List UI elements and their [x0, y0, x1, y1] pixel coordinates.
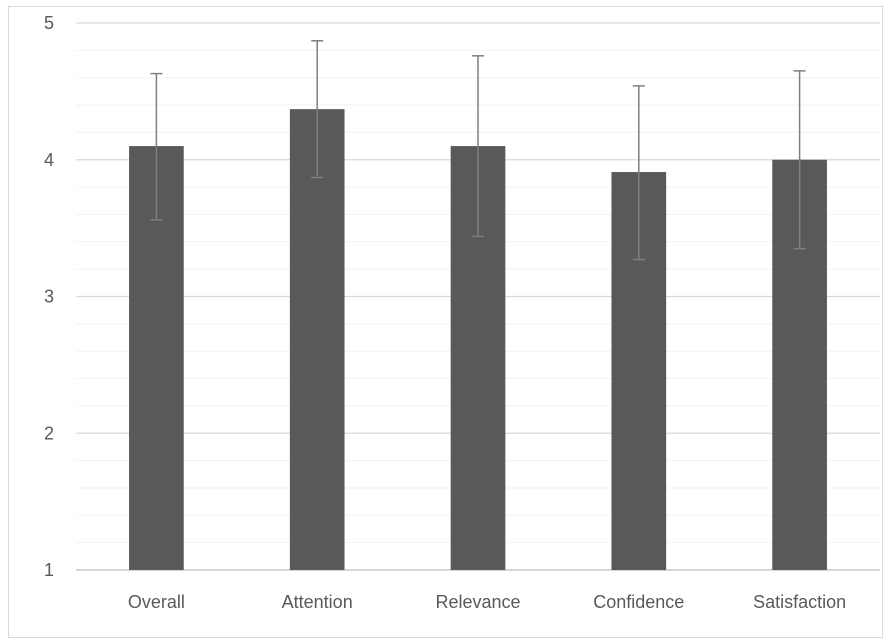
y-tick-label: 2: [44, 423, 54, 443]
bar-series: [129, 109, 827, 570]
y-tick-label: 1: [44, 560, 54, 580]
error-bars: [150, 40, 806, 261]
x-tick-label: Overall: [128, 592, 185, 612]
x-tick-label: Relevance: [435, 592, 520, 612]
y-tick-label: 5: [44, 13, 54, 33]
x-axis-labels: Overall Attention Relevance Confidence Satis…: [128, 592, 846, 612]
x-tick-label: Confidence: [593, 592, 684, 612]
x-tick-label: Attention: [282, 592, 353, 612]
y-tick-label: 4: [44, 150, 54, 170]
bar-attention: [289, 109, 345, 570]
x-tick-label: Satisfaction: [753, 592, 846, 612]
y-axis-labels: 1 2 3 4 5: [44, 13, 54, 580]
y-tick-label: 3: [44, 287, 54, 307]
